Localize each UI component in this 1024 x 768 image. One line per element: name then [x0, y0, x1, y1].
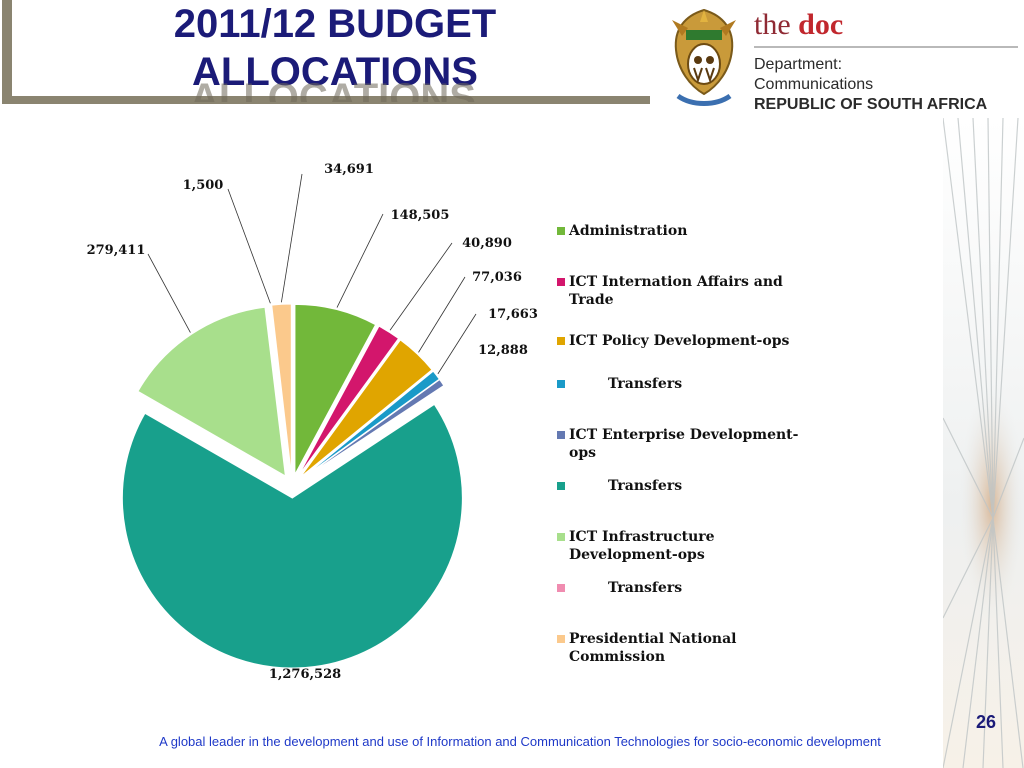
- legend-swatch: [557, 482, 565, 490]
- legend-swatch: [557, 227, 565, 235]
- coat-of-arms-icon: [672, 8, 736, 106]
- pie-data-label: 34,691: [324, 162, 374, 177]
- pie-data-labels: 148,505 40,890 77,036 17,663 12,888 1,276,528…: [87, 162, 538, 682]
- legend-swatch: [557, 278, 565, 286]
- brand-wordmark: the doc: [754, 8, 843, 42]
- title-frame-left-bar: [2, 0, 12, 100]
- pie-leader-line: [147, 253, 191, 333]
- pie-slice: [269, 304, 292, 475]
- pie-data-label: 1,500: [183, 178, 224, 193]
- budget-pie-chart: 148,505 40,890 77,036 17,663 12,888 1,276,528…: [87, 162, 538, 682]
- brand-prefix: the: [754, 8, 799, 41]
- pie-data-label: 148,505: [391, 208, 450, 223]
- pie-leader-line: [418, 276, 466, 353]
- title-reflection: ALLOCATIONS: [163, 74, 503, 102]
- pie-leader-line: [437, 313, 477, 375]
- legend-label: Administration: [569, 223, 688, 239]
- pie-slice: [301, 378, 445, 480]
- pie-slice: [294, 303, 377, 475]
- legend-swatch: [557, 533, 565, 541]
- pie-data-label: 279,411: [87, 243, 146, 258]
- legend-label: ICT Internation Affairs and Trade: [569, 274, 788, 308]
- pie-data-label: 17,663: [488, 307, 538, 322]
- pie-slice: [301, 370, 440, 480]
- pie-slice: [121, 403, 463, 669]
- pie-data-label: 40,890: [462, 236, 512, 251]
- pie-slice: [271, 303, 292, 475]
- legend-label: Transfers: [569, 580, 683, 596]
- slide-title: 2011/12 BUDGET ALLOCATIONS: [120, 0, 550, 96]
- pie-data-label: 77,036: [472, 270, 522, 285]
- pie-slice: [297, 325, 400, 477]
- legend-label: ICT Infrastructure Development-ops: [569, 529, 720, 563]
- brand-divider: [754, 46, 1018, 48]
- decorative-rays-image: [943, 118, 1024, 768]
- pie-leader-line: [280, 173, 303, 303]
- pie-slice: [299, 339, 433, 478]
- footer-tagline: A global leader in the development and u…: [159, 734, 881, 749]
- legend-label: ICT Enterprise Development-ops: [569, 427, 799, 461]
- legend-swatch: [557, 584, 565, 592]
- dept-line-2: Communications: [754, 76, 874, 93]
- pie-slices: [121, 303, 463, 669]
- legend-swatch: [557, 635, 565, 643]
- legend-label: Transfers: [569, 376, 683, 392]
- pie-slice: [137, 306, 286, 477]
- pie-leader-line: [336, 213, 384, 308]
- department-logo: the doc Department: Communications REPUB…: [660, 4, 1020, 116]
- title-line-1: 2011/12 BUDGET: [173, 2, 497, 46]
- pie-leader-line: [389, 242, 453, 331]
- brand-name: doc: [798, 8, 844, 41]
- title-reflection-text: ALLOCATIONS: [190, 76, 476, 102]
- pie-data-label: 12,888: [478, 343, 528, 358]
- pie-leader-line: [227, 188, 271, 304]
- legend-label: Presidential National Commission: [569, 631, 742, 665]
- legend-swatch: [557, 431, 565, 439]
- page-number: 26: [976, 712, 997, 732]
- pie-data-label: 1,276,528: [269, 667, 341, 682]
- pie-leader-lines: [147, 173, 477, 375]
- title-frame-bottom-bar: [2, 96, 650, 104]
- dept-line-3: REPUBLIC OF SOUTH AFRICA: [754, 96, 988, 113]
- legend-label: Transfers: [569, 478, 683, 494]
- dept-line-1: Department:: [754, 56, 843, 73]
- legend-label: ICT Policy Development-ops: [569, 333, 790, 349]
- legend-swatch: [557, 380, 565, 388]
- title-line-2: ALLOCATIONS: [192, 50, 478, 94]
- legend-swatch: [557, 337, 565, 345]
